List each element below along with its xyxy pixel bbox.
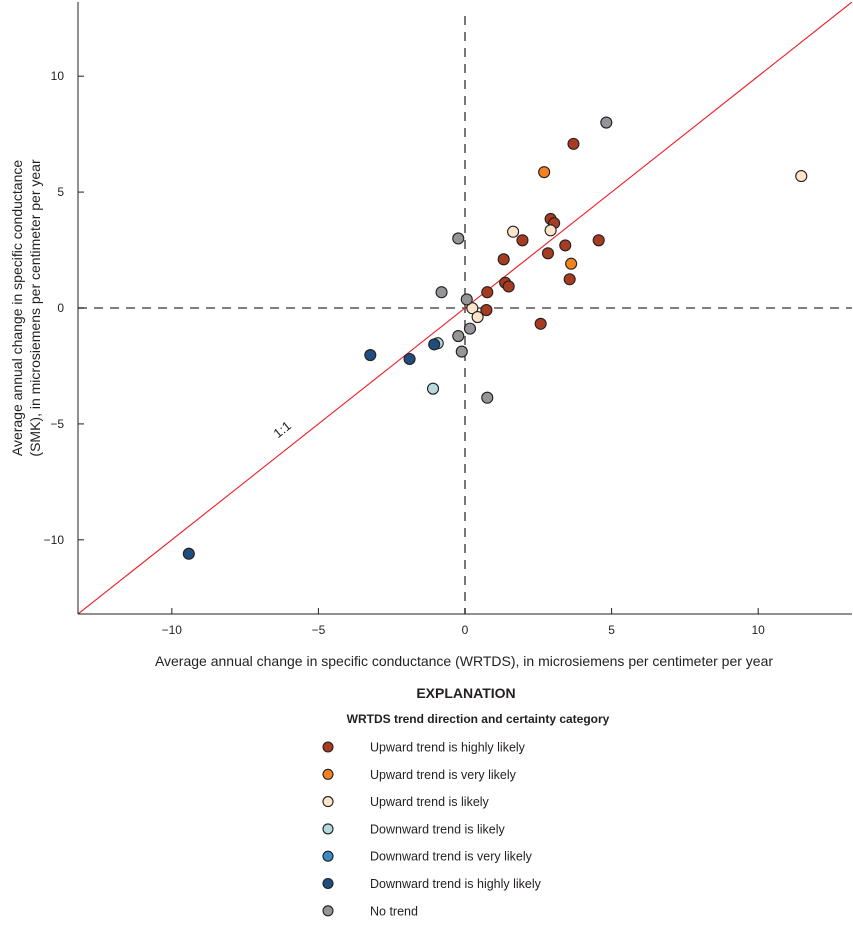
data-point xyxy=(565,257,578,270)
legend-label: Upward trend is very likely xyxy=(370,768,517,782)
legend-subtitle: WRTDS trend direction and certainty cate… xyxy=(347,712,610,726)
x-tick-label: 5 xyxy=(608,623,615,637)
data-point xyxy=(463,322,477,335)
data-point xyxy=(534,317,547,330)
data-point xyxy=(563,273,576,286)
legend-title: EXPLANATION xyxy=(416,685,515,701)
data-point xyxy=(544,224,557,237)
legend-marker xyxy=(322,741,334,753)
data-point xyxy=(481,286,494,299)
data-point xyxy=(516,234,529,247)
x-tick-label: 0 xyxy=(462,623,469,637)
data-point xyxy=(455,345,468,358)
x-tick-label: −5 xyxy=(312,623,326,637)
x-tick-label: 10 xyxy=(752,623,766,637)
y-axis-label-line-2: (SMK), in microsiemens per centimeter pe… xyxy=(27,159,43,457)
x-tick-label: −10 xyxy=(162,623,183,637)
data-point xyxy=(795,170,808,183)
y-tick-label: −5 xyxy=(50,417,64,431)
y-tick-label: 5 xyxy=(57,185,64,199)
legend-marker xyxy=(322,768,334,780)
data-point xyxy=(182,547,195,560)
y-tick-label: 10 xyxy=(51,69,65,83)
data-point xyxy=(507,225,520,238)
y-axis-label-line-1: Average annual change in specific conduc… xyxy=(9,160,25,456)
data-point xyxy=(471,310,484,324)
data-point xyxy=(364,349,377,362)
data-point xyxy=(592,234,605,247)
legend-marker xyxy=(322,796,334,808)
data-point xyxy=(538,166,551,179)
data-point xyxy=(600,116,613,129)
x-axis-label: Average annual change in specific conduc… xyxy=(155,653,773,669)
data-point xyxy=(426,382,440,395)
legend-label: Upward trend is highly likely xyxy=(370,741,526,755)
data-point xyxy=(452,329,465,343)
legend-marker xyxy=(322,877,334,890)
data-point xyxy=(435,286,448,299)
legend: Upward trend is highly likely Upward tren… xyxy=(322,741,542,918)
legend-label: Downward trend is very likely xyxy=(370,850,533,864)
legend-label: Downward trend is highly likely xyxy=(370,877,542,891)
legend-marker xyxy=(322,823,334,835)
legend-label: Downward trend is likely xyxy=(370,822,506,836)
plot-area: −10 −5 0 5 10 −10 −5 0 5 10 xyxy=(44,2,852,637)
data-point xyxy=(541,247,555,260)
data-point xyxy=(481,391,494,404)
data-point xyxy=(428,338,441,351)
one-to-one-label: 1:1 xyxy=(270,418,293,441)
legend-label: No trend xyxy=(370,904,418,918)
data-point xyxy=(460,293,473,306)
y-tick-label: −10 xyxy=(44,533,65,547)
data-point xyxy=(466,302,479,315)
legend-marker xyxy=(322,850,334,862)
data-point xyxy=(403,352,416,366)
data-point xyxy=(502,280,515,293)
data-point xyxy=(452,232,465,245)
y-tick-label: 0 xyxy=(57,301,64,315)
data-point xyxy=(497,253,510,266)
legend-marker xyxy=(322,905,334,917)
data-point xyxy=(480,304,493,317)
one-to-one-line xyxy=(78,2,852,614)
legend-label: Upward trend is likely xyxy=(370,795,490,809)
data-point xyxy=(559,239,572,252)
data-point xyxy=(567,137,580,150)
